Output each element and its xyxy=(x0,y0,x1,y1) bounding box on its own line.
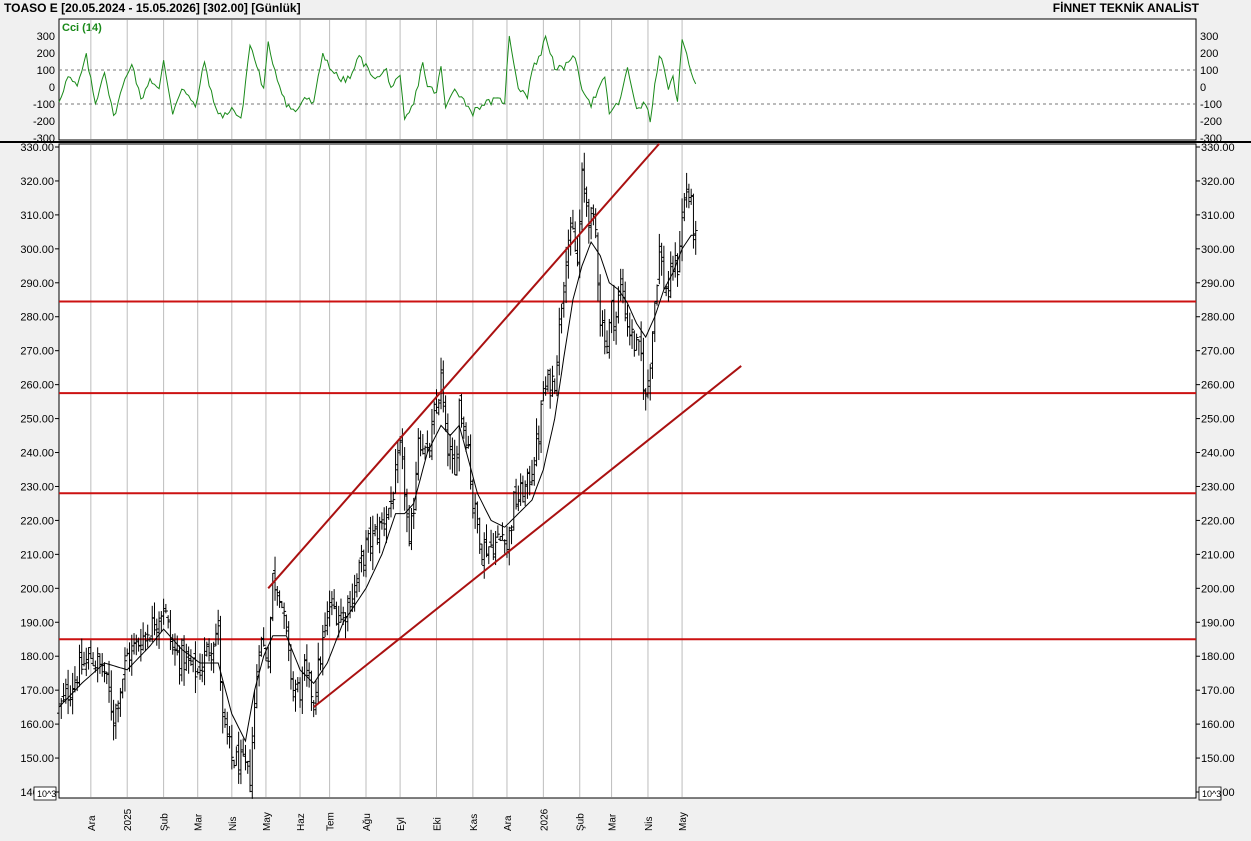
y-tick-label-right: 180.00 xyxy=(1201,651,1235,663)
y-tick-label-right: 280.00 xyxy=(1201,312,1235,324)
y-tick-label-right: 290.00 xyxy=(1201,278,1235,290)
cci-tick-label-left: -100 xyxy=(33,99,55,111)
y-tick-label-left: 240.00 xyxy=(20,448,54,460)
indicator-name: Cci (14) xyxy=(62,22,102,34)
y-tick-label-left: 300.00 xyxy=(20,244,54,256)
indicator-panel xyxy=(58,18,1197,141)
scale-label: 10^3 xyxy=(37,789,56,799)
y-tick-label-left: 310.00 xyxy=(20,210,54,222)
x-tick-label: Kas xyxy=(469,814,480,831)
y-tick-label-left: 150.00 xyxy=(20,753,54,765)
y-tick-label-left: 230.00 xyxy=(20,481,54,493)
y-tick-label-left: 170.00 xyxy=(20,685,54,697)
x-tick-label: Mar xyxy=(194,813,205,831)
x-tick-label: 2025 xyxy=(123,808,134,831)
x-tick-label: Nis xyxy=(644,817,655,831)
y-tick-label-left: 190.00 xyxy=(20,617,54,629)
y-tick-label-left: 160.00 xyxy=(20,719,54,731)
price-panel xyxy=(58,143,1197,799)
y-tick-label-left: 210.00 xyxy=(20,549,54,561)
trend-channel-line xyxy=(267,142,661,589)
cci-tick-label-right: -200 xyxy=(1200,116,1222,128)
moving-average-line xyxy=(58,234,696,743)
x-tick-label: Şub xyxy=(160,813,171,831)
y-tick-label-left: 250.00 xyxy=(20,414,54,426)
chart-title: TOASO E [20.05.2024 - 15.05.2026] [302.0… xyxy=(4,1,301,15)
y-tick-label-right: 260.00 xyxy=(1201,380,1235,392)
y-tick-label-right: 190.00 xyxy=(1201,617,1235,629)
trend-channel-line xyxy=(313,365,742,708)
scale-label: 10^3 xyxy=(1202,789,1221,799)
y-tick-label-right: 300.00 xyxy=(1201,244,1235,256)
cci-tick-label-left: 100 xyxy=(37,65,55,77)
scale-box xyxy=(1198,786,1222,801)
scale-box xyxy=(33,786,57,801)
y-tick-label-right: 160.00 xyxy=(1201,719,1235,731)
x-tick-label: Ara xyxy=(87,815,98,831)
y-tick-label-left: 280.00 xyxy=(20,312,54,324)
y-tick-label-right: 170.00 xyxy=(1201,685,1235,697)
cci-tick-label-right: 100 xyxy=(1200,65,1218,77)
y-tick-label-right: 220.00 xyxy=(1201,515,1235,527)
x-tick-label: Eyl xyxy=(396,817,407,831)
brand-label: FİNNET TEKNİK ANALİST xyxy=(1052,1,1199,15)
y-tick-label-left: 330.00 xyxy=(20,142,54,154)
y-tick-label-left: 180.00 xyxy=(20,651,54,663)
x-tick-label: Tem xyxy=(326,812,337,831)
x-tick-label: 2026 xyxy=(539,808,550,831)
y-tick-label-right: 240.00 xyxy=(1201,448,1235,460)
y-tick-label-left: 290.00 xyxy=(20,278,54,290)
y-tick-label-right: 310.00 xyxy=(1201,210,1235,222)
cci-tick-label-left: 200 xyxy=(37,48,55,60)
x-tick-label: Şub xyxy=(576,813,587,831)
x-tick-label: Ara xyxy=(503,815,514,831)
cci-tick-label-right: 300 xyxy=(1200,31,1218,43)
cci-tick-label-right: 0 xyxy=(1200,82,1206,94)
x-tick-label: Eki xyxy=(432,817,443,831)
x-tick-label: May xyxy=(678,812,689,831)
y-tick-label-right: 270.00 xyxy=(1201,346,1235,358)
x-tick-label: Haz xyxy=(296,813,307,831)
y-tick-label-left: 260.00 xyxy=(20,380,54,392)
y-tick-label-left: 220.00 xyxy=(20,515,54,527)
cci-tick-label-left: 300 xyxy=(37,31,55,43)
cci-tick-label-left: 0 xyxy=(49,82,55,94)
x-tick-label: May xyxy=(262,812,273,831)
y-tick-label-right: 150.00 xyxy=(1201,753,1235,765)
y-tick-label-right: 230.00 xyxy=(1201,481,1235,493)
y-tick-label-right: 200.00 xyxy=(1201,583,1235,595)
cci-tick-label-right: -100 xyxy=(1200,99,1222,111)
y-tick-label-right: 210.00 xyxy=(1201,549,1235,561)
cci-line xyxy=(58,34,697,123)
y-tick-label-right: 330.00 xyxy=(1201,142,1235,154)
cci-tick-label-right: 200 xyxy=(1200,48,1218,60)
x-tick-label: Ağu xyxy=(362,813,373,831)
y-tick-label-right: 250.00 xyxy=(1201,414,1235,426)
y-tick-label-left: 270.00 xyxy=(20,346,54,358)
y-tick-label-left: 320.00 xyxy=(20,176,54,188)
x-tick-label: Mar xyxy=(608,813,619,831)
x-tick-label: Nis xyxy=(228,817,239,831)
y-tick-label-left: 200.00 xyxy=(20,583,54,595)
y-tick-label-right: 320.00 xyxy=(1201,176,1235,188)
cci-tick-label-left: -200 xyxy=(33,116,55,128)
